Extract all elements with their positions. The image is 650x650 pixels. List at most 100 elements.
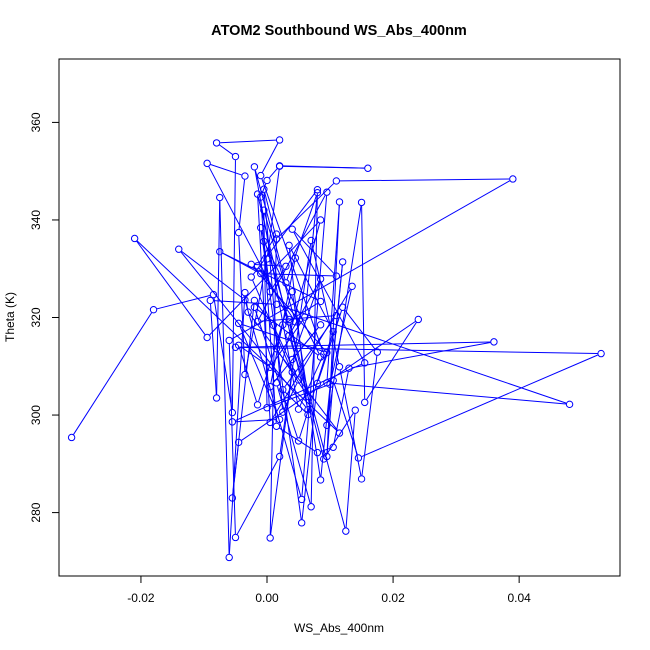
data-point <box>294 437 303 445</box>
data-point <box>247 273 255 281</box>
y-tick-label: 360 <box>29 112 43 132</box>
series-line-segment <box>283 165 365 169</box>
series-line-segment <box>276 386 311 504</box>
data-point <box>316 321 325 329</box>
data-point <box>285 315 293 324</box>
series-line-segment <box>136 240 338 431</box>
data-point <box>149 305 158 314</box>
data-point <box>279 321 287 329</box>
series-line-segment <box>238 236 246 371</box>
series-layer <box>67 136 605 562</box>
series-line-segment <box>255 310 298 438</box>
series-line-segment <box>270 375 293 535</box>
data-point <box>342 527 350 535</box>
series-line-segment <box>326 205 340 453</box>
series-line-segment <box>286 195 317 280</box>
data-point <box>294 376 303 384</box>
data-point <box>241 370 249 379</box>
series-line-segment <box>235 363 362 421</box>
series-line-segment <box>330 382 567 405</box>
data-point <box>316 476 325 484</box>
data-point <box>304 392 312 401</box>
data-point <box>216 193 224 202</box>
series-line-segment <box>256 309 319 356</box>
data-point <box>272 379 281 387</box>
data-point <box>323 188 331 196</box>
data-point <box>313 186 322 194</box>
series-line-segment <box>252 280 292 370</box>
data-point <box>288 287 296 296</box>
data-point <box>364 164 372 172</box>
data-point <box>335 198 344 206</box>
data-point <box>297 495 306 504</box>
data-point <box>257 224 265 232</box>
series-line-segment <box>228 344 236 534</box>
series-line-segment <box>245 303 302 497</box>
series-line-segment <box>289 338 308 394</box>
series-line-segment <box>261 142 279 173</box>
data-point <box>231 533 240 542</box>
data-point <box>257 269 265 278</box>
series-line-segment <box>210 303 217 395</box>
data-point <box>272 235 281 243</box>
series-line-segment <box>290 248 333 329</box>
data-point <box>241 172 249 180</box>
data-point <box>231 343 240 351</box>
data-point <box>228 494 237 502</box>
data-point <box>209 290 218 299</box>
data-point <box>361 359 369 367</box>
series-line-segment <box>254 264 283 267</box>
series-line-segment <box>257 197 308 407</box>
y-axis-label: Theta (K) <box>3 292 17 342</box>
data-point <box>313 379 322 388</box>
data-point <box>275 415 284 424</box>
data-point <box>272 422 281 430</box>
data-point <box>260 206 268 214</box>
series-line-segment <box>156 294 211 310</box>
data-point <box>272 345 281 353</box>
y-tick-label: 320 <box>29 307 43 327</box>
data-point <box>294 405 303 413</box>
series-line-segment <box>279 427 315 452</box>
data-point <box>323 348 331 357</box>
data-point <box>316 275 325 283</box>
data-point <box>285 331 293 340</box>
data-point <box>266 383 274 391</box>
data-point <box>225 336 233 345</box>
data-point <box>326 380 334 389</box>
data-point <box>335 363 344 371</box>
data-point <box>288 355 296 364</box>
data-point <box>175 245 183 253</box>
series-line-segment <box>73 312 153 435</box>
data-point <box>212 394 221 402</box>
data-point <box>253 401 262 409</box>
series-line-segment <box>241 321 416 441</box>
series-line-segment <box>232 180 510 340</box>
series-line-segment <box>239 346 598 355</box>
series-line-segment <box>219 201 230 554</box>
data-point <box>565 400 574 409</box>
data-point <box>301 313 309 321</box>
data-point <box>307 503 315 511</box>
y-tick-label: 340 <box>29 210 43 230</box>
x-tick-label: 0.02 <box>381 591 405 605</box>
data-point <box>332 272 341 280</box>
series-line-segment <box>339 370 362 476</box>
data-point <box>250 163 259 171</box>
data-point <box>316 353 325 361</box>
series-line-segment <box>249 314 338 431</box>
series-line-segment <box>293 232 364 360</box>
data-point <box>130 234 139 243</box>
data-point <box>282 279 290 287</box>
data-point <box>272 230 281 238</box>
data-point <box>316 216 325 224</box>
data-point <box>414 315 422 324</box>
data-point <box>266 418 274 427</box>
y-tick-label: 300 <box>29 405 43 425</box>
data-point <box>490 338 498 346</box>
series-line-segment <box>220 139 277 144</box>
series-line-segment <box>270 385 327 407</box>
data-point <box>297 519 306 527</box>
data-point <box>338 303 347 311</box>
